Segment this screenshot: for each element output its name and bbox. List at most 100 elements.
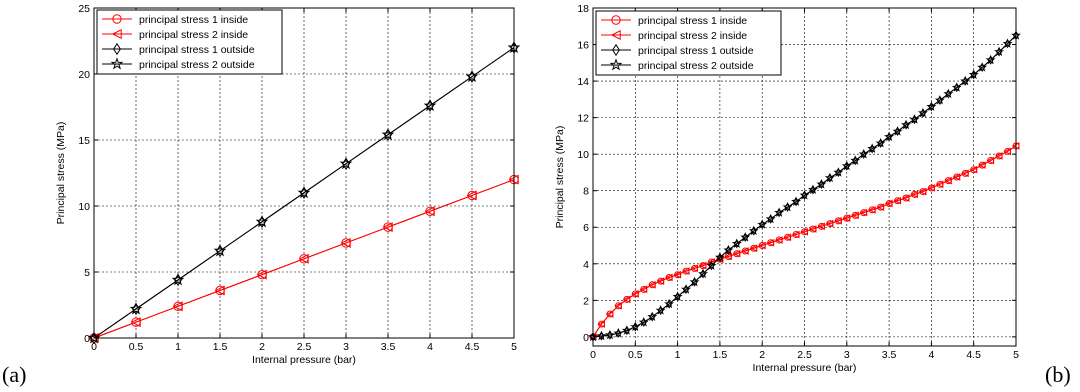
data-point	[423, 98, 437, 112]
axes-frame	[93, 7, 515, 339]
legend-marker	[113, 42, 121, 56]
data-point	[884, 131, 895, 142]
data-point	[841, 160, 852, 171]
y-tick-label: 4	[583, 259, 589, 271]
data-point	[824, 172, 835, 183]
data-point	[935, 180, 944, 189]
data-point	[748, 225, 759, 236]
series-group	[87, 40, 521, 345]
y-tick-label: 6	[583, 222, 589, 234]
data-point	[339, 156, 353, 170]
legend-entry: principal stress 1 outside	[139, 44, 255, 56]
x-axis-label: Internal pressure (bar)	[753, 362, 857, 374]
data-point	[698, 261, 707, 270]
data-point	[918, 187, 927, 196]
data-point	[681, 267, 690, 275]
data-point	[749, 244, 758, 253]
data-point	[648, 280, 656, 289]
data-point	[799, 189, 810, 200]
data-point	[740, 232, 751, 242]
data-point	[681, 284, 692, 294]
data-point	[213, 244, 227, 257]
series-line-4	[93, 47, 515, 339]
legend-marker	[111, 28, 122, 40]
chart-a: 0 0.5 1 1.5 2 2.5 3 3.5 4 4.5 5 0 5 10 15 20 25 Internal …	[55, 3, 521, 366]
legend-entry: principal stress 2 inside	[638, 30, 747, 42]
data-point	[723, 244, 734, 255]
data-point	[655, 305, 666, 315]
data-point	[927, 184, 935, 192]
data-point	[807, 184, 818, 195]
y-tick-label: 2	[583, 295, 589, 307]
data-point	[765, 213, 776, 224]
legend-marker	[610, 29, 621, 41]
data-point	[876, 203, 885, 211]
data-point	[800, 228, 808, 236]
data-point	[985, 54, 996, 65]
data-point	[977, 62, 988, 72]
data-point	[298, 253, 309, 264]
legend-entry: principal stress 1 inside	[638, 15, 747, 27]
data-point	[910, 190, 918, 199]
data-point	[901, 194, 910, 202]
data-point	[1003, 147, 1012, 156]
data-point	[851, 211, 859, 220]
series-line-2	[93, 179, 515, 339]
y-tick-label: 8	[583, 186, 589, 198]
data-point	[664, 298, 675, 309]
x-tick-label: 3	[343, 341, 349, 353]
x-tick-label: 3.5	[381, 341, 396, 353]
legend-box	[595, 10, 782, 76]
data-point	[690, 264, 699, 273]
legend-box	[96, 9, 283, 75]
data-point	[129, 302, 143, 315]
data-point	[961, 169, 969, 178]
data-point	[597, 320, 605, 328]
data-point	[613, 327, 624, 338]
x-tick-label: 4	[427, 341, 433, 353]
data-point	[130, 317, 141, 328]
data-point	[978, 161, 986, 169]
data-point	[834, 217, 842, 225]
y-tick-label: 18	[577, 3, 589, 15]
data-point	[732, 249, 741, 258]
x-tick-label: 1	[675, 349, 681, 361]
legend-entry: principal stress 2 outside	[139, 59, 255, 71]
data-point	[172, 301, 183, 312]
data-point	[968, 69, 979, 79]
data-point	[952, 173, 961, 181]
data-point	[960, 75, 971, 86]
data-point	[255, 215, 269, 228]
x-tick-label: 1	[175, 341, 181, 353]
data-point	[724, 252, 732, 261]
data-point	[969, 165, 978, 174]
data-point	[639, 285, 648, 294]
data-point	[867, 143, 878, 153]
data-point	[884, 199, 893, 208]
data-point	[782, 201, 793, 212]
y-tick-label: 5	[84, 267, 90, 279]
legend-entry: principal stress 2 inside	[139, 29, 248, 41]
data-point	[741, 247, 749, 255]
x-tick-label: 0.5	[129, 341, 144, 353]
legend-marker	[110, 57, 124, 70]
data-point	[256, 269, 267, 280]
data-point	[994, 46, 1005, 57]
data-point	[791, 230, 800, 239]
y-tick-label: 15	[78, 135, 90, 147]
y-tick-label: 12	[577, 113, 589, 125]
data-point	[875, 137, 886, 148]
data-point	[783, 233, 792, 242]
x-tick-label: 5	[1013, 349, 1019, 361]
x-tick-label: 4.5	[966, 349, 981, 361]
data-point	[808, 225, 817, 233]
data-point	[665, 273, 673, 282]
data-point	[858, 148, 869, 159]
data-point	[297, 186, 311, 199]
data-point	[656, 277, 665, 285]
y-tick-label: 25	[78, 3, 90, 15]
legend-marker	[611, 15, 621, 25]
data-point	[917, 107, 928, 118]
x-tick-label: 3	[844, 349, 850, 361]
data-point	[791, 196, 802, 206]
